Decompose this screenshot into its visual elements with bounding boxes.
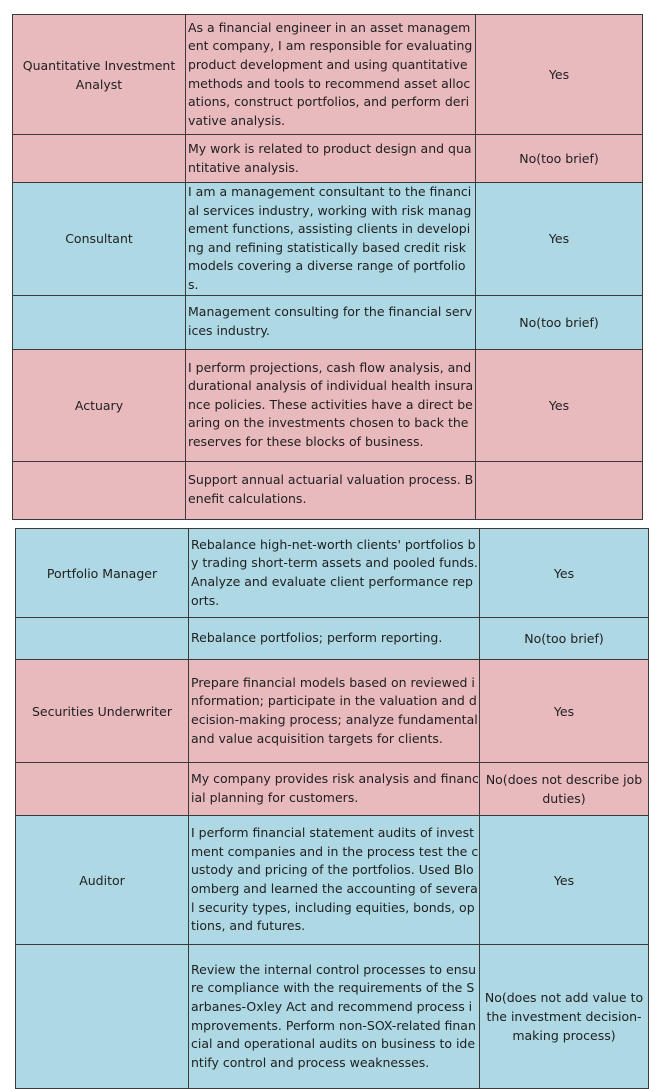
description-cell: I perform projections, cash flow analysi… — [185, 348, 476, 462]
verdict-cell: Yes — [475, 182, 643, 296]
role-cell — [15, 944, 189, 1089]
role-cell — [15, 617, 189, 660]
job-description-table-1: Quantitative Investment Analyst As a fin… — [12, 14, 643, 520]
table-row: Rebalance portfolios; perform reporting.… — [15, 617, 649, 660]
job-description-table-2: Portfolio Manager Rebalance high-net-wor… — [15, 528, 649, 1089]
verdict-cell: No(too brief) — [479, 617, 649, 660]
table-row: Actuary I perform projections, cash flow… — [12, 348, 643, 462]
role-cell: Consultant — [12, 182, 186, 296]
role-cell: Quantitative Investment Analyst — [12, 14, 186, 135]
role-cell — [12, 294, 186, 350]
description-cell: Support annual actuarial valuation proce… — [185, 460, 476, 520]
verdict-cell — [475, 460, 643, 520]
table-row: Auditor I perform financial statement au… — [15, 815, 649, 945]
role-cell: Auditor — [15, 815, 189, 945]
description-cell: Rebalance high-net-worth clients' portfo… — [188, 528, 480, 618]
description-cell: My company provides risk analysis and fi… — [188, 762, 480, 816]
role-cell — [12, 134, 186, 183]
verdict-cell: Yes — [479, 815, 649, 945]
table-row: Securities Underwriter Prepare financial… — [15, 659, 649, 763]
description-cell: Prepare financial models based on review… — [188, 659, 480, 763]
description-cell: Rebalance portfolios; perform reporting. — [188, 617, 480, 660]
table-row: Consultant I am a management consultant … — [12, 182, 643, 296]
table-row: Quantitative Investment Analyst As a fin… — [12, 14, 643, 135]
table-row: Management consulting for the financial … — [12, 294, 643, 350]
verdict-cell: No(does not add value to the investment … — [479, 944, 649, 1089]
description-cell: I am a management consultant to the fina… — [185, 182, 476, 296]
description-cell: As a financial engineer in an asset mana… — [185, 14, 476, 135]
verdict-cell: Yes — [479, 659, 649, 763]
verdict-cell: No(too brief) — [475, 294, 643, 350]
description-cell: Management consulting for the financial … — [185, 294, 476, 350]
table-row: My company provides risk analysis and fi… — [15, 762, 649, 816]
description-cell: I perform financial statement audits of … — [188, 815, 480, 945]
table-row: Support annual actuarial valuation proce… — [12, 460, 643, 520]
description-cell: My work is related to product design and… — [185, 134, 476, 183]
role-cell: Portfolio Manager — [15, 528, 189, 618]
verdict-cell: Yes — [475, 14, 643, 135]
table-row: My work is related to product design and… — [12, 134, 643, 183]
role-cell: Actuary — [12, 348, 186, 462]
verdict-cell: Yes — [475, 348, 643, 462]
role-cell — [15, 762, 189, 816]
verdict-cell: No(too brief) — [475, 134, 643, 183]
role-cell — [12, 460, 186, 520]
description-cell: Review the internal control processes to… — [188, 944, 480, 1089]
table-row: Review the internal control processes to… — [15, 944, 649, 1089]
table-row: Portfolio Manager Rebalance high-net-wor… — [15, 528, 649, 618]
role-cell: Securities Underwriter — [15, 659, 189, 763]
verdict-cell: No(does not describe job duties) — [479, 762, 649, 816]
verdict-cell: Yes — [479, 528, 649, 618]
